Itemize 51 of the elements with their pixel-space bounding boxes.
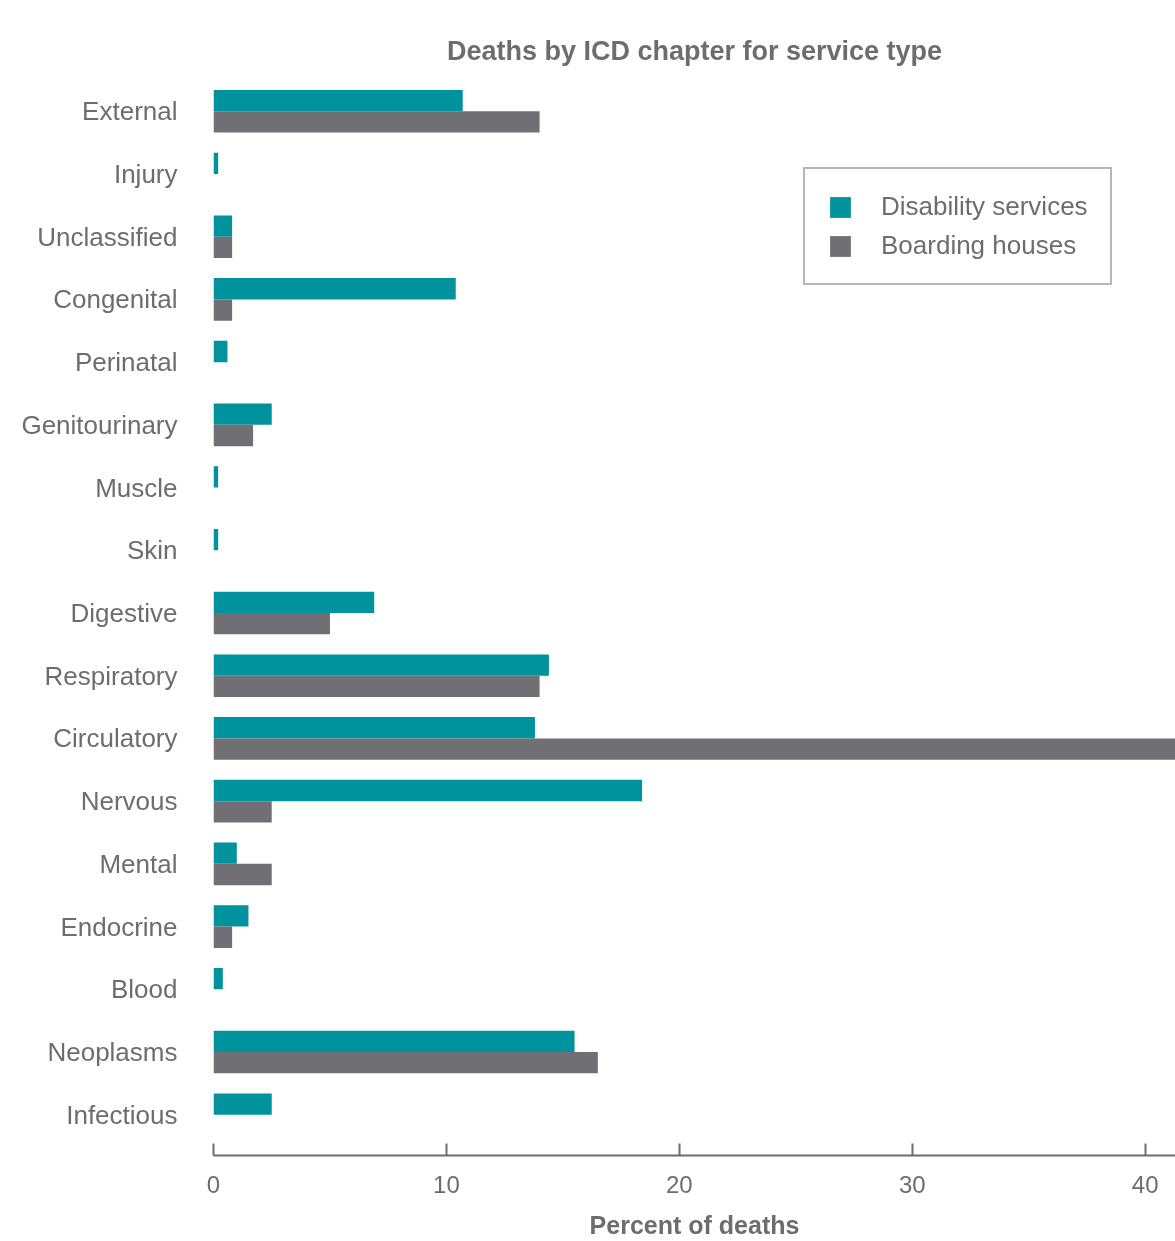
legend-label: Disability services — [881, 191, 1088, 222]
y-tick-label: Mental — [99, 848, 178, 879]
bar — [213, 863, 272, 886]
y-tick-label: External — [82, 96, 178, 127]
bar — [213, 591, 375, 613]
bar — [213, 1030, 575, 1053]
y-tick-label: Digestive — [70, 598, 178, 628]
y-tick-label: Injury — [113, 158, 178, 189]
y-tick-label: Blood — [111, 974, 178, 1005]
bar — [213, 801, 272, 823]
bar — [213, 717, 535, 739]
y-tick-label: Nervous — [80, 786, 178, 817]
bar — [213, 424, 254, 447]
y-tick-label: Unclassified — [37, 221, 178, 252]
bar — [213, 675, 540, 698]
y-tick-label: Muscle — [95, 472, 178, 503]
bar — [213, 299, 233, 321]
x-axis-title: Percent of deaths — [589, 1210, 800, 1239]
y-tick-label: Endocrine — [60, 911, 178, 942]
bar — [213, 654, 549, 676]
bar — [213, 967, 223, 990]
x-tick-label: 0 — [206, 1170, 221, 1198]
chart-title: Deaths by ICD chapter for service type — [446, 35, 943, 66]
legend-label: Boarding houses — [881, 230, 1077, 261]
x-tick-label: 40 — [1131, 1170, 1159, 1198]
bar — [213, 89, 463, 112]
y-tick-label: Respiratory — [44, 660, 178, 691]
bar — [213, 738, 1175, 760]
x-tick-label: 30 — [898, 1170, 926, 1198]
bar — [213, 278, 456, 300]
bar — [213, 842, 237, 864]
bar — [213, 926, 233, 948]
bar — [213, 403, 272, 425]
bar — [213, 111, 540, 133]
y-tick-label: Circulatory — [53, 723, 178, 754]
bar — [213, 905, 249, 927]
x-tick-label: 20 — [666, 1170, 693, 1198]
y-tick-label: Perinatal — [74, 347, 178, 378]
bar — [213, 1093, 272, 1115]
y-tick-label: Neoplasms — [47, 1037, 178, 1068]
bar — [213, 613, 330, 635]
bar — [213, 779, 643, 802]
y-tick-label: Congenital — [53, 284, 178, 315]
bar — [213, 1052, 598, 1074]
bar — [213, 340, 228, 363]
bar — [213, 236, 233, 259]
bar — [213, 215, 233, 237]
y-tick-label: Skin — [126, 535, 178, 566]
y-tick-label: Genitourinary — [21, 409, 178, 440]
y-tick-label: Infectious — [66, 1099, 178, 1130]
x-tick-label: 10 — [433, 1170, 460, 1198]
